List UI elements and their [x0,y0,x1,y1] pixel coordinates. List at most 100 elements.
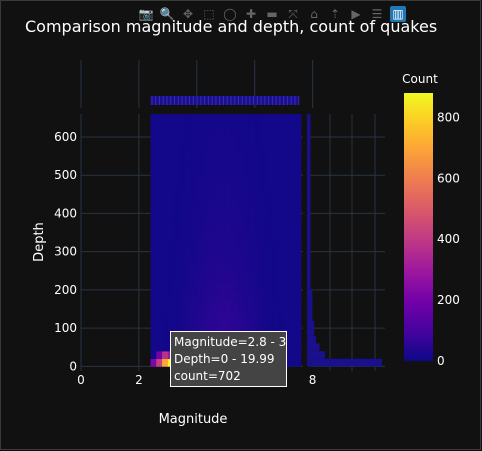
zoom-in-icon[interactable]: ✚ [245,7,257,21]
heatmap-cell [231,221,238,230]
heatmap-cell [214,289,221,298]
heatmap-cell [254,136,261,145]
autoscale-icon[interactable]: ⤧ [288,7,298,21]
heatmap-cell [254,297,261,306]
heatmap-cell [277,305,284,314]
heatmap-cell [225,305,232,314]
heatmap-cell [208,274,215,283]
heatmap-cell [150,312,157,321]
y-tick-label: 300 [54,245,77,259]
heatmap-cell [272,182,279,191]
heatmap-cell [289,259,296,268]
pan-icon[interactable]: ✥ [182,7,194,21]
heatmap-cell [225,320,232,329]
heatmap-cell [214,282,221,291]
heatmap-cell [219,297,227,306]
heatmap-cell [231,259,238,268]
heatmap-cell [191,213,198,222]
heatmap-cell [196,244,203,252]
heatmap-cell [260,236,267,245]
heatmap-cell [277,129,284,138]
heatmap-cell [214,312,221,321]
hover-closest-icon[interactable]: ▶ [351,7,361,21]
modebar[interactable]: 📷 🔍 ✥ ⬚ ◯ ✚ ▬ ⤧ ⌂ ⇡ ▶ ☰ ▥ [138,4,406,24]
heatmap-cell [179,190,186,199]
heatmap-cell [202,144,209,153]
heatmap-cell [173,305,180,314]
heatmap-cell [237,198,244,207]
heatmap-cell [196,167,203,176]
depth-hist-bar [307,312,313,321]
heatmap-cell [277,221,284,230]
heatmap-cell [254,129,261,138]
heatmap-cell [173,167,180,176]
heatmap-cell [248,221,256,230]
heatmap-cell [214,121,221,130]
heatmap-cell [214,251,221,260]
heatmap-cell [283,205,290,214]
home-icon[interactable]: ⌂ [310,7,318,21]
heatmap-cell [254,305,261,314]
heatmap-cell [248,159,256,168]
heatmap-cell [179,244,186,252]
heatmap-cells[interactable] [150,114,302,367]
heatmap-cell [167,144,174,153]
heatmap-cell [167,129,174,138]
heatmap-cell [185,159,192,168]
depth-hist-bar [307,152,311,160]
heatmap-cell [243,312,250,321]
heatmap-cell [289,328,296,337]
heatmap-cell [248,297,256,306]
heatmap-cell [196,251,203,260]
heatmap-cell [150,244,157,252]
zoom-out-icon[interactable]: ▬ [266,7,278,21]
heatmap-cell [150,358,157,367]
heatmap-cell [150,121,157,130]
heatmap-cell [254,198,261,207]
box-select-icon[interactable]: ⬚ [203,7,215,21]
heatmap-cell [208,320,215,329]
heatmap-cell [150,282,157,291]
heatmap-cell [196,205,203,214]
plotly-logo-icon[interactable]: ▥ [390,6,406,22]
spike-icon[interactable]: ⇡ [329,7,341,21]
heatmap-cell [150,190,157,199]
zoom-icon[interactable]: 🔍 [159,7,175,21]
camera-icon[interactable]: 📷 [138,7,154,21]
heatmap-cell [254,159,261,168]
heatmap-cell [231,144,238,153]
heatmap-cell [272,167,279,176]
heatmap-cell [162,175,169,184]
heatmap-cell [248,152,256,161]
heatmap-cell [214,159,221,168]
heatmap-cell [202,121,209,130]
heatmap-cell [266,236,273,245]
hover-compare-icon[interactable]: ☰ [371,7,383,21]
heatmap-cell [185,114,192,122]
heatmap-cell [214,144,221,153]
colorbar-tick-label: 400 [437,232,460,246]
heatmap-cell [150,129,157,138]
heatmap-cell [185,228,192,237]
heatmap-cell [202,282,209,291]
tooltip-count: count=702 [174,369,241,383]
heatmap-cell [173,244,180,252]
lasso-icon[interactable]: ◯ [223,7,237,21]
heatmap-cell [295,259,302,268]
heatmap-cell [243,144,250,153]
heatmap-cell [260,198,267,207]
heatmap-cell [173,282,180,291]
heatmap-cell [219,182,227,191]
heatmap-cell [173,175,180,184]
heatmap-cell [283,129,290,138]
heatmap-cell [231,159,238,168]
heatmap-cell [254,312,261,321]
heatmap-cell [219,251,227,260]
heatmap-cell [156,251,163,260]
heatmap-cell [266,121,273,130]
heatmap-cell [167,136,174,145]
heatmap-cell [196,266,203,275]
heatmap-cell [208,266,215,275]
heatmap-cell [150,305,157,314]
